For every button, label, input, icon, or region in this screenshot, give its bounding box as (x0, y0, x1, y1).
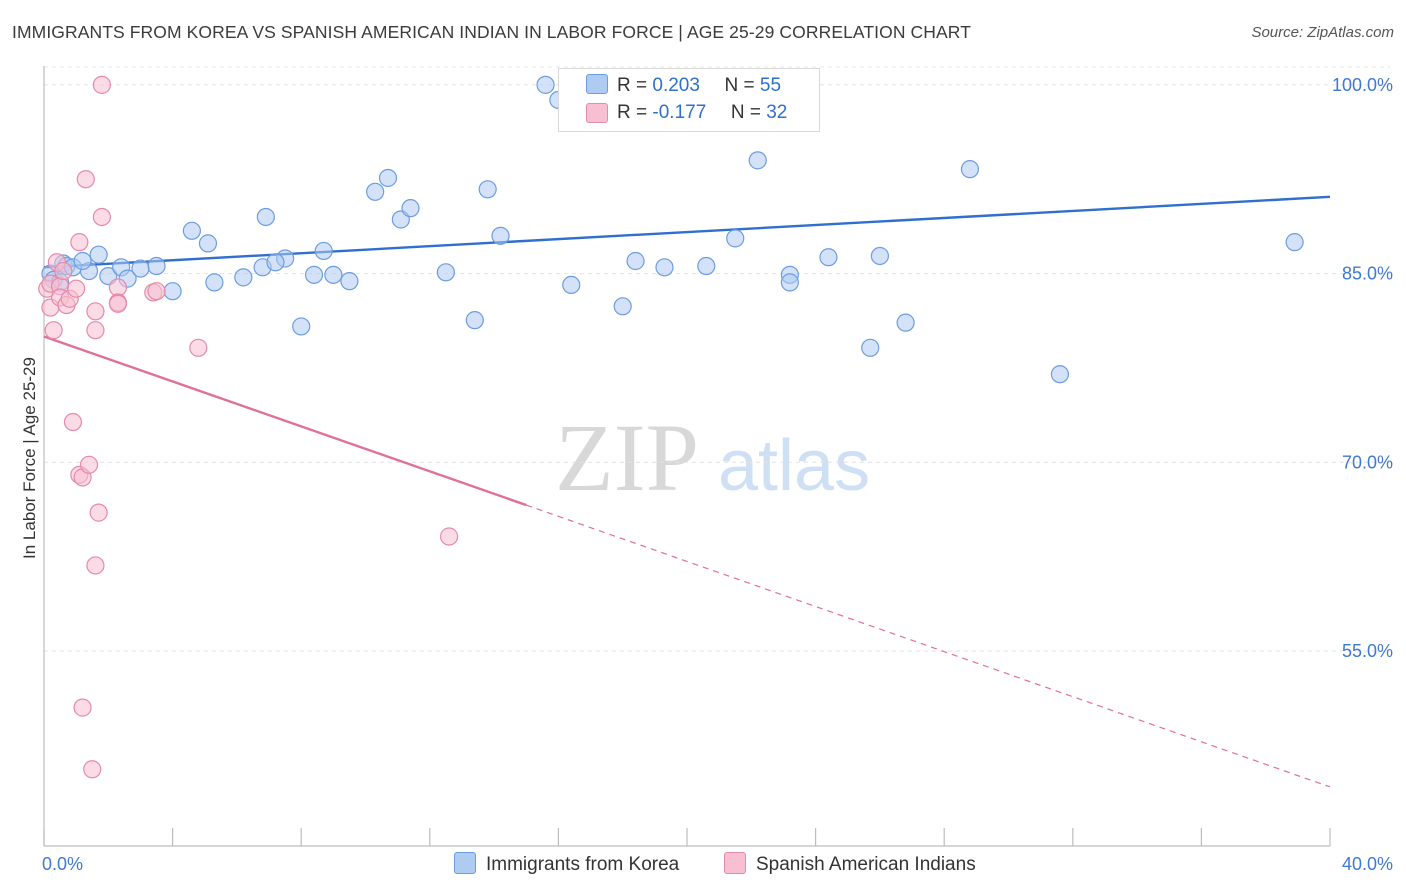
legend-n-value: 55 (759, 75, 782, 96)
bottom-legend-swatch-korea (454, 852, 476, 874)
legend-r-label: R = (617, 102, 648, 123)
data-point-spanish-american-indian (86, 556, 105, 575)
trend-line-extension-spanish-american-indian (526, 504, 1331, 788)
data-point-korea (378, 168, 398, 188)
data-point-korea (131, 259, 150, 278)
data-point-korea (163, 282, 182, 301)
data-points (38, 75, 1304, 779)
legend-n-value: 32 (766, 102, 788, 123)
data-point-spanish-american-indian (44, 321, 63, 340)
chart-source: Source: ZipAtlas.com (1251, 24, 1394, 41)
data-point-spanish-american-indian (54, 261, 73, 281)
chart-title: IMMIGRANTS FROM KOREA VS SPANISH AMERICA… (12, 22, 972, 42)
data-point-spanish-american-indian (147, 282, 166, 301)
trend-lines (43, 195, 1331, 788)
trend-line-spanish-american-indian (43, 335, 527, 507)
data-point-korea (436, 263, 455, 282)
data-point-spanish-american-indian (79, 455, 99, 474)
legend-row-spanish-american-indian: R = -0.177 N = 32 (617, 102, 787, 124)
data-point-korea (626, 251, 645, 271)
data-point-korea (1050, 365, 1070, 384)
data-point-korea (314, 241, 333, 261)
bottom-legend-label-korea: Immigrants from Korea (486, 854, 680, 875)
data-point-spanish-american-indian (70, 233, 89, 252)
watermark: ZIP atlas (555, 404, 870, 511)
trend-line-korea (43, 195, 1331, 269)
x-tick-label: 0.0% (42, 854, 83, 874)
data-point-korea (726, 229, 745, 248)
y-axis-label: In Labor Force | Age 25-29 (20, 357, 39, 559)
data-point-korea (478, 180, 497, 199)
legend-swatch-korea (586, 74, 608, 94)
grid-lines (44, 66, 1390, 652)
data-point-korea (147, 256, 166, 276)
bottom-legend-korea: Immigrants from Korea (454, 852, 679, 876)
data-point-korea (234, 268, 253, 287)
data-point-korea (697, 256, 716, 276)
data-point-korea (292, 317, 311, 336)
data-point-korea (536, 75, 555, 94)
data-point-spanish-american-indian (108, 294, 128, 313)
data-point-korea (491, 226, 510, 245)
data-point-korea (613, 297, 632, 316)
bottom-legend-spanish-american-indian: Spanish American Indians (724, 852, 976, 876)
data-point-spanish-american-indian (92, 75, 111, 94)
correlation-legend: R = 0.203 N = 55 R = -0.177 N = 32 (558, 68, 820, 132)
axes (43, 66, 1331, 847)
data-point-spanish-american-indian (73, 698, 92, 717)
data-point-korea (748, 151, 767, 170)
bottom-legend-label-spanish-american-indian: Spanish American Indians (756, 854, 976, 875)
bottom-legend-swatch-spanish-american-indian (724, 852, 746, 874)
data-point-spanish-american-indian (76, 170, 95, 189)
data-point-spanish-american-indian (439, 527, 459, 546)
data-point-korea (340, 272, 359, 291)
data-point-korea (182, 221, 201, 240)
data-point-korea (73, 251, 92, 271)
data-point-korea (465, 311, 484, 330)
y-tick-label: 70.0% (1342, 452, 1393, 472)
data-point-spanish-american-indian (83, 760, 102, 779)
tick-labels: 55.0% 70.0% 85.0% 100.0% 0.0% 40.0% (42, 75, 1393, 874)
data-point-korea (861, 338, 880, 357)
legend-row-korea: R = 0.203 N = 55 (617, 75, 781, 97)
data-point-korea (655, 258, 674, 277)
legend-swatch-spanish-american-indian (586, 103, 608, 123)
data-point-korea (198, 234, 218, 253)
data-point-korea (780, 273, 799, 292)
data-point-korea (324, 265, 343, 284)
data-point-korea (304, 265, 324, 284)
watermark-zip: ZIP (555, 404, 699, 511)
data-point-korea (205, 273, 224, 292)
data-point-korea (401, 199, 420, 218)
data-point-korea (366, 182, 385, 201)
data-point-korea (266, 253, 285, 272)
data-point-korea (256, 207, 275, 227)
data-point-korea (1285, 233, 1304, 252)
data-point-korea (896, 313, 915, 332)
y-tick-label: 55.0% (1342, 641, 1393, 661)
data-point-spanish-american-indian (67, 279, 86, 298)
data-point-spanish-american-indian (189, 338, 208, 357)
legend-n-label: N = (724, 75, 755, 96)
legend-r-label: R = (617, 75, 648, 96)
data-point-korea (870, 246, 890, 266)
data-point-korea (960, 160, 980, 179)
y-tick-label: 100.0% (1332, 75, 1393, 95)
data-point-korea (89, 245, 108, 264)
data-point-spanish-american-indian (89, 503, 108, 522)
legend-n-label: N = (730, 102, 761, 123)
data-point-spanish-american-indian (86, 302, 105, 321)
x-tick-label: 40.0% (1342, 854, 1393, 874)
legend-r-value: 0.203 (652, 75, 700, 96)
data-point-spanish-american-indian (108, 278, 128, 297)
watermark-atlas: atlas (718, 426, 870, 506)
data-point-spanish-american-indian (86, 321, 105, 340)
data-point-korea (819, 248, 838, 267)
data-point-spanish-american-indian (92, 207, 111, 227)
y-tick-label: 85.0% (1342, 264, 1393, 284)
data-point-korea (562, 275, 581, 295)
legend-r-value: -0.177 (652, 102, 707, 123)
data-point-spanish-american-indian (63, 412, 83, 432)
